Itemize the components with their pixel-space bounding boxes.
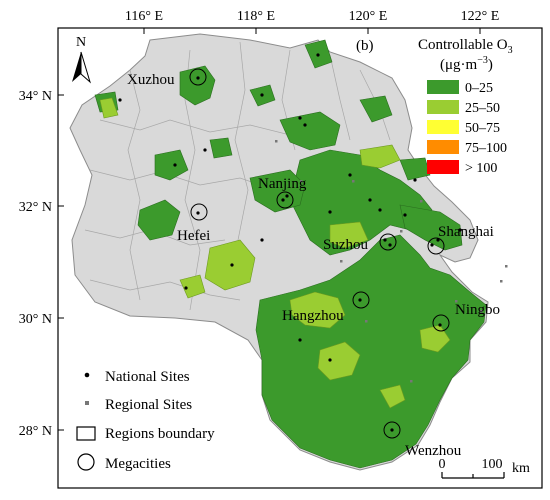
megacity-symbol bbox=[77, 453, 95, 471]
top-tick-label: 116° E bbox=[125, 9, 163, 24]
legend-label: 75–100 bbox=[465, 141, 507, 156]
legend-unit-text: (μg·m bbox=[440, 57, 478, 73]
top-tick-label: 122° E bbox=[461, 9, 500, 24]
legend-unit-superscript: −3 bbox=[477, 55, 488, 66]
regional-sites-label: Regional Sites bbox=[105, 397, 192, 413]
city-label-hefei: Hefei bbox=[177, 228, 210, 244]
left-tick-label: 30° N bbox=[19, 312, 52, 327]
legend-label: > 100 bbox=[465, 161, 497, 176]
legend-unit-close: ) bbox=[488, 57, 493, 73]
legend-swatch bbox=[427, 120, 459, 134]
legend-title-line1: Controllable O3 bbox=[418, 37, 513, 56]
legend-label: 0–25 bbox=[465, 81, 493, 96]
legend-label: 25–50 bbox=[465, 101, 500, 116]
class-0-25-areas bbox=[94, 39, 487, 469]
megacity-circles bbox=[189, 68, 450, 439]
national-sites-label: National Sites bbox=[105, 369, 190, 385]
legend-title-line2: (μg·m−3) bbox=[440, 55, 493, 73]
legend-swatch bbox=[427, 140, 459, 154]
legend-label: 50–75 bbox=[465, 121, 500, 136]
city-label-nanjing: Nanjing bbox=[258, 176, 307, 192]
legend-swatch bbox=[427, 80, 459, 94]
regions-boundary-symbol bbox=[76, 426, 96, 441]
north-arrow-icon: N bbox=[72, 35, 91, 84]
north-label: N bbox=[76, 35, 86, 50]
top-tick-label: 118° E bbox=[237, 9, 275, 24]
class-25-50-areas bbox=[99, 97, 451, 409]
city-label-xuzhou: Xuzhou bbox=[127, 72, 175, 88]
symbol-legend: National Sites Regional Sites Regions bo… bbox=[76, 369, 215, 472]
left-tick-label: 32° N bbox=[19, 200, 52, 215]
legend: Controllable O3 (μg·m−3) 0–25 25–50 50–7… bbox=[418, 37, 513, 176]
national-sites bbox=[118, 53, 462, 432]
regional-sites bbox=[275, 140, 508, 383]
city-label-suzhou: Suzhou bbox=[323, 237, 369, 253]
left-axis: 34° N 32° N 30° N 28° N bbox=[19, 89, 64, 439]
left-tick-label: 34° N bbox=[19, 89, 52, 104]
megacities-label: Megacities bbox=[105, 456, 171, 472]
city-labels: Xuzhou Nanjing Hefei Suzhou Shanghai Han… bbox=[127, 72, 500, 459]
legend-title-subscript: 3 bbox=[508, 45, 513, 56]
scale-bar: 0 100 km bbox=[439, 457, 530, 479]
left-tick-label: 28° N bbox=[19, 424, 52, 439]
top-axis: 116° E 118° E 120° E 122° E bbox=[125, 9, 499, 34]
legend-title-text: Controllable O bbox=[418, 37, 508, 53]
regional-site-symbol bbox=[85, 401, 89, 405]
map-frame bbox=[57, 27, 543, 489]
scale-hundred: 100 bbox=[482, 457, 503, 472]
regions-boundary-label: Regions boundary bbox=[105, 426, 215, 442]
legend-swatch bbox=[427, 160, 459, 174]
city-label-ningbo: Ningbo bbox=[455, 302, 500, 318]
national-site-symbol bbox=[84, 372, 90, 378]
city-label-shanghai: Shanghai bbox=[438, 224, 494, 240]
city-label-wenzhou: Wenzhou bbox=[405, 443, 462, 459]
scale-unit: km bbox=[512, 461, 530, 476]
panel-label: (b) bbox=[356, 38, 374, 54]
scale-zero: 0 bbox=[439, 457, 446, 472]
city-label-hangzhou: Hangzhou bbox=[282, 308, 344, 324]
top-tick-label: 120° E bbox=[349, 9, 388, 24]
legend-swatch bbox=[427, 100, 459, 114]
